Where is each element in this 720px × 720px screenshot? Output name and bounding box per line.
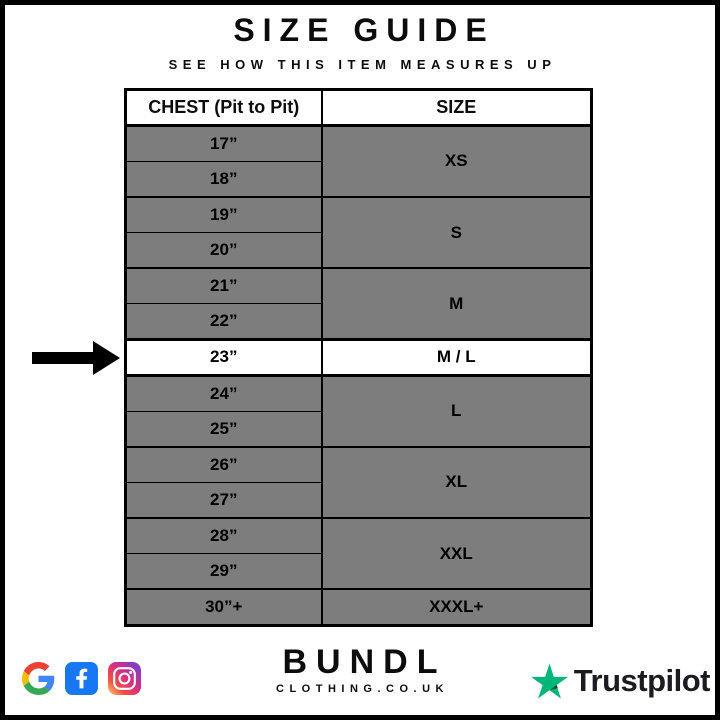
table-row: 28” XXL: [125, 518, 592, 591]
page-subtitle: SEE HOW THIS ITEM MEASURES UP: [168, 57, 557, 72]
size-value: M: [320, 268, 592, 341]
instagram-icon[interactable]: [108, 662, 141, 695]
table-row: 29”: [125, 553, 592, 591]
size-value: L: [320, 375, 592, 448]
table-row-highlighted: 23” M / L: [125, 338, 592, 377]
page-title: SIZE GUIDE: [233, 12, 495, 48]
column-header-size: SIZE: [320, 89, 592, 127]
trustpilot-star-icon: [530, 663, 568, 699]
size-value: M / L: [320, 338, 592, 377]
brand-tagline: CLOTHING.CO.UK: [276, 683, 449, 695]
table-row: 30”+ XXXL+: [125, 589, 592, 627]
google-icon[interactable]: [22, 662, 55, 695]
facebook-icon[interactable]: [65, 662, 98, 695]
chest-value: 29”: [125, 553, 322, 591]
table-row: 24” L: [125, 375, 592, 448]
table-row: 20”: [125, 232, 592, 270]
table-row: 17” XS: [125, 125, 592, 198]
chest-value: 25”: [125, 411, 322, 448]
chest-value: 27”: [125, 482, 322, 520]
chest-value: 18”: [125, 161, 322, 198]
table-row: 18”: [125, 161, 592, 198]
column-header-chest: CHEST (Pit to Pit): [125, 89, 322, 127]
size-value: XXXL+: [320, 589, 592, 627]
trustpilot-label: Trustpilot: [573, 663, 711, 698]
size-value: XS: [320, 125, 592, 198]
chest-value: 20”: [125, 232, 322, 270]
chest-value: 24”: [125, 375, 322, 412]
table-header-row: CHEST (Pit to Pit) SIZE: [125, 89, 592, 127]
chest-value: 21”: [125, 268, 322, 305]
social-icons: [22, 662, 141, 695]
table-row: 22”: [125, 303, 592, 341]
table-row: 27”: [125, 482, 592, 520]
table-row: 25”: [125, 411, 592, 448]
chest-value: 22”: [125, 303, 322, 341]
size-value: XL: [320, 446, 592, 520]
table-row: 21” M: [125, 268, 592, 341]
table-row: 26” XL: [125, 446, 592, 520]
chest-value: 19”: [125, 196, 322, 234]
trustpilot-logo[interactable]: Trustpilot: [530, 663, 711, 699]
highlight-arrow-icon: [32, 341, 120, 375]
chest-value: 17”: [125, 125, 322, 162]
chest-value: 23”: [125, 338, 322, 377]
brand-logo: BUNDL CLOTHING.CO.UK: [0, 645, 720, 695]
brand-name: BUNDL: [282, 643, 447, 681]
table-row: 19” S: [125, 196, 592, 270]
size-value: S: [320, 196, 592, 270]
chest-value: 28”: [125, 518, 322, 555]
size-guide-table: CHEST (Pit to Pit) SIZE 17” XS 18” 19” S…: [124, 88, 593, 627]
chest-value: 26”: [125, 446, 322, 483]
chest-value: 30”+: [125, 589, 322, 627]
size-value: XXL: [320, 518, 592, 591]
